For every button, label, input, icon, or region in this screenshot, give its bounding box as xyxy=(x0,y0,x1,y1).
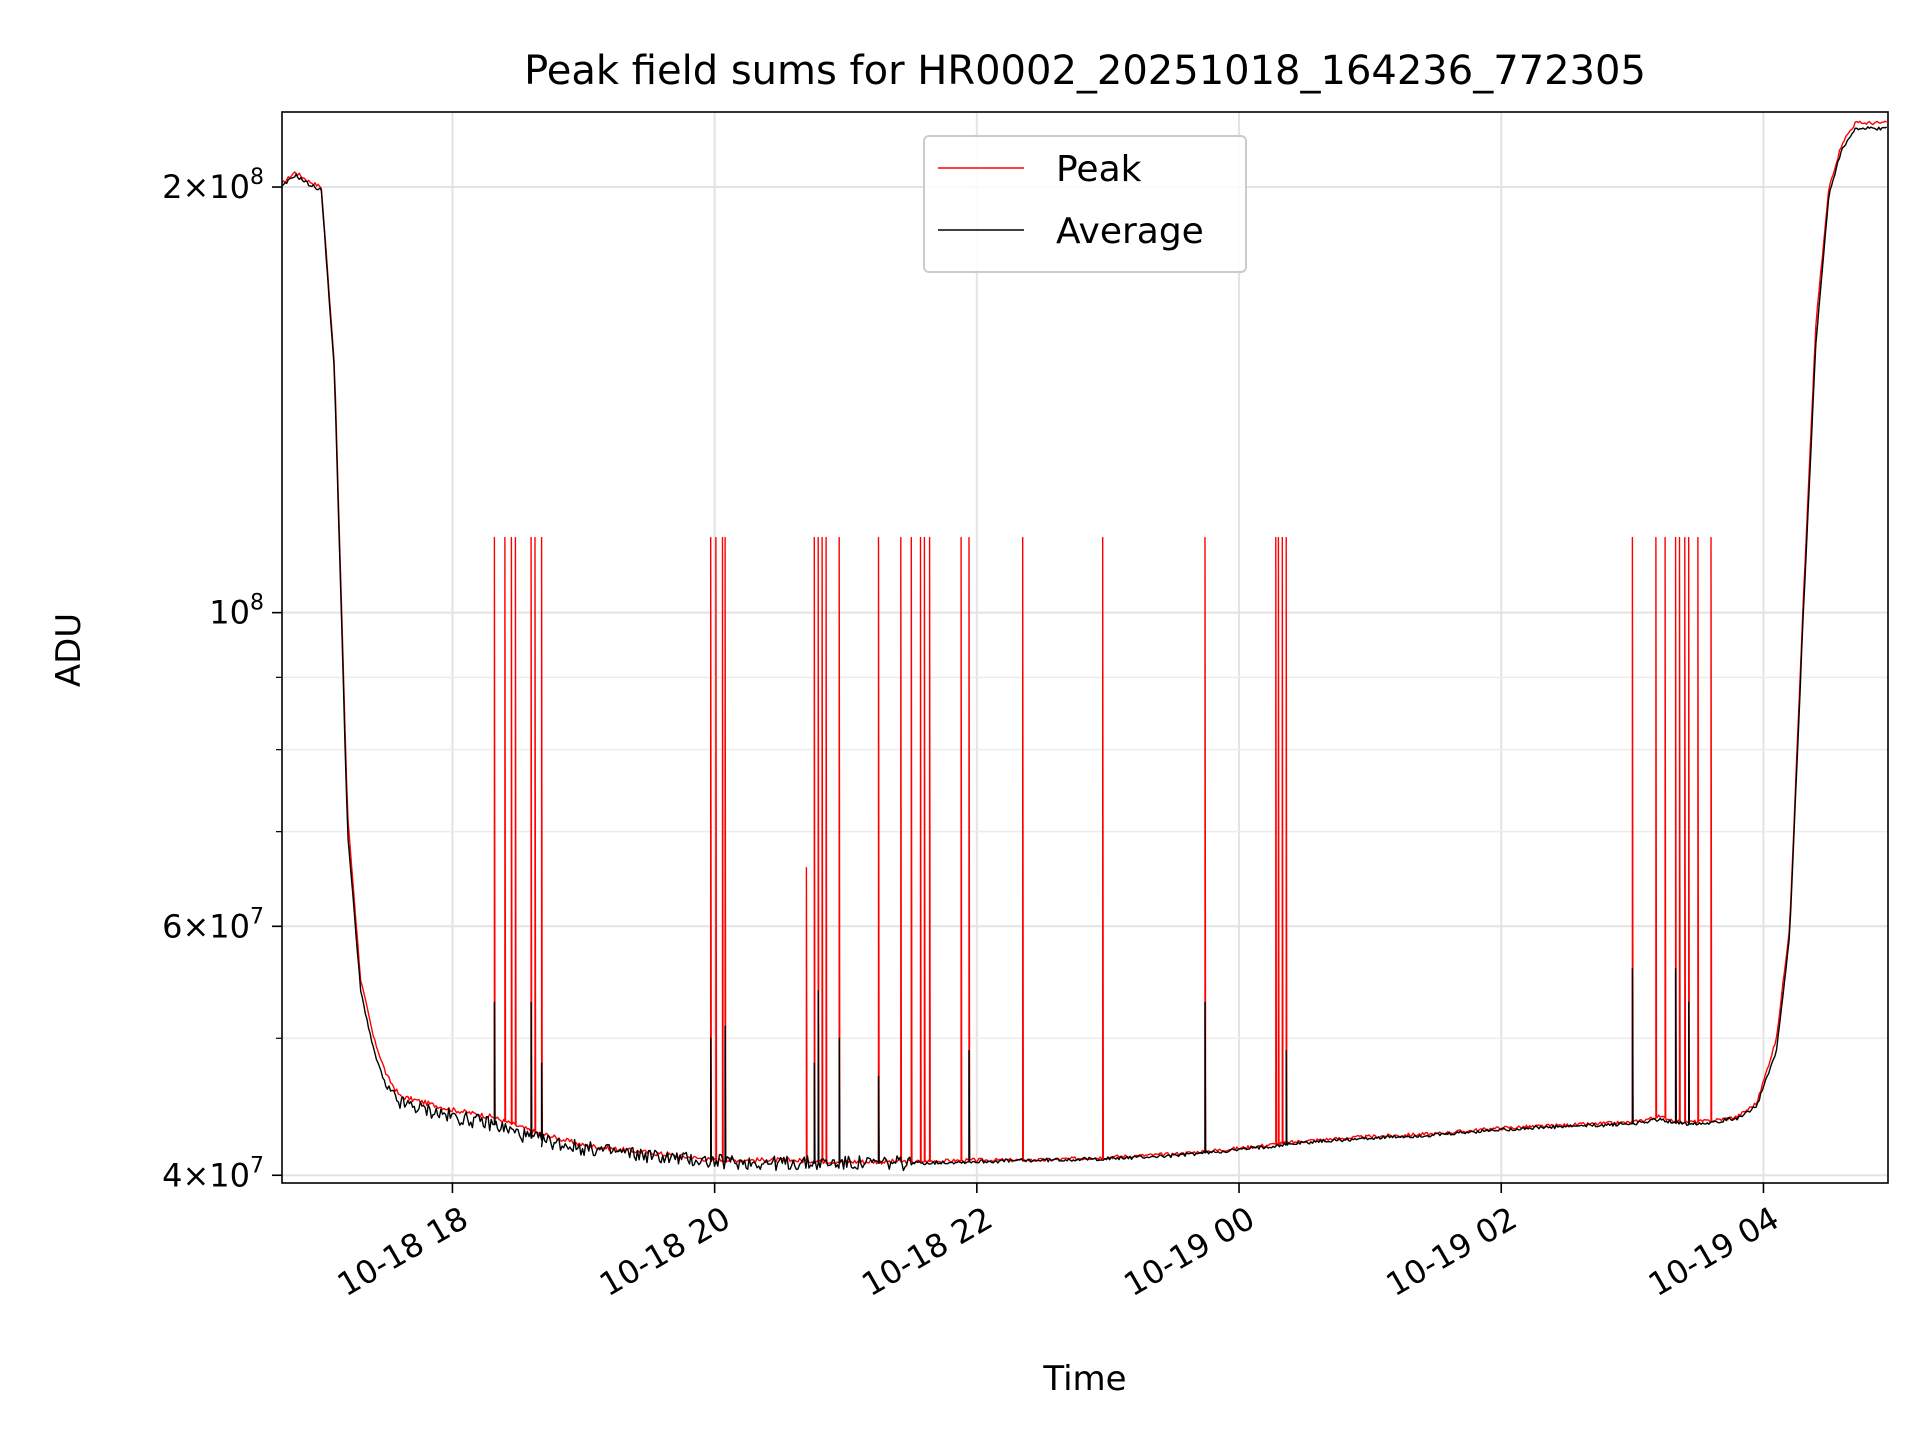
legend-box xyxy=(923,135,1247,273)
x-tick-label: 10-19 04 xyxy=(1642,1199,1786,1304)
x-tick-label: 10-19 02 xyxy=(1380,1199,1524,1304)
y-tick-label: 4×107 xyxy=(162,1153,264,1194)
x-tick-label: 10-19 00 xyxy=(1117,1199,1261,1304)
legend: Peak Average xyxy=(923,135,1247,273)
y-tick-label: 108 xyxy=(209,591,264,632)
y-tick-label: 2×108 xyxy=(162,165,264,206)
legend-peak-label: Peak xyxy=(1056,149,1142,190)
series-layer xyxy=(281,120,1888,1172)
plot-frame xyxy=(281,111,1889,1184)
average-series-line xyxy=(281,126,1887,1172)
legend-average-label: Average xyxy=(1056,211,1204,252)
x-tick-label: 10-18 22 xyxy=(855,1199,999,1304)
x-axis-label: Time xyxy=(1042,1359,1126,1399)
y-tick-label: 6×107 xyxy=(162,904,264,945)
y-axis-label: ADU xyxy=(49,613,89,687)
chart-title: Peak field sums for HR0002_20251018_1642… xyxy=(524,48,1646,94)
x-tick-label: 10-18 18 xyxy=(331,1199,475,1304)
plot-background xyxy=(282,112,1888,1183)
x-tick-label: 10-18 20 xyxy=(593,1199,737,1304)
